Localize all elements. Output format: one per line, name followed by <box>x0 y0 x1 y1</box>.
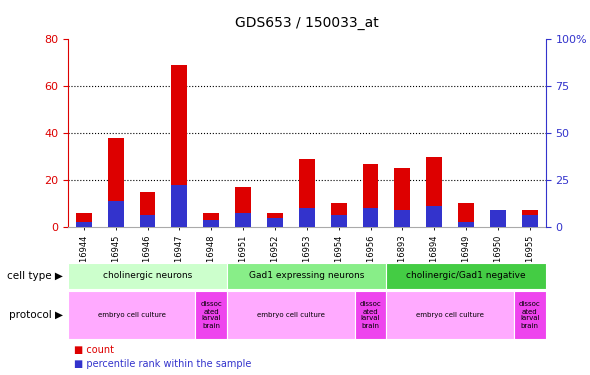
Bar <box>171 65 187 227</box>
Bar <box>458 222 474 227</box>
Bar <box>522 215 537 227</box>
Bar <box>299 208 315 227</box>
Bar <box>394 168 410 227</box>
Bar <box>139 192 156 227</box>
Bar <box>227 291 355 339</box>
Bar <box>76 222 92 227</box>
Bar <box>458 203 474 227</box>
Bar <box>426 157 442 227</box>
Text: dissoc
ated
larval
brain: dissoc ated larval brain <box>201 302 222 328</box>
Bar <box>514 291 546 339</box>
Text: ■ count: ■ count <box>74 345 114 354</box>
Bar <box>386 262 546 289</box>
Bar <box>330 215 347 227</box>
Bar <box>203 220 219 227</box>
Bar <box>490 210 506 227</box>
Bar <box>362 208 379 227</box>
Bar <box>195 291 227 339</box>
Bar <box>330 203 347 227</box>
Bar <box>267 213 283 227</box>
Text: cholinergic/Gad1 negative: cholinergic/Gad1 negative <box>407 271 526 280</box>
Bar <box>107 138 123 227</box>
Bar <box>362 164 379 227</box>
Text: cell type ▶: cell type ▶ <box>7 271 63 280</box>
Text: cholinergic neurons: cholinergic neurons <box>103 271 192 280</box>
Bar <box>355 291 386 339</box>
Bar <box>107 201 123 227</box>
Bar <box>426 206 442 227</box>
Bar <box>522 210 537 227</box>
Text: Gad1 expressing neurons: Gad1 expressing neurons <box>249 271 365 280</box>
Bar <box>386 291 514 339</box>
Bar <box>490 213 506 227</box>
Text: embryo cell culture: embryo cell culture <box>257 312 325 318</box>
Bar <box>171 185 187 227</box>
Text: dissoc
ated
larval
brain: dissoc ated larval brain <box>360 302 381 328</box>
Text: embryo cell culture: embryo cell culture <box>97 312 166 318</box>
Bar <box>394 210 410 227</box>
Bar <box>235 187 251 227</box>
Bar <box>227 262 386 289</box>
Bar <box>299 159 315 227</box>
Text: GDS653 / 150033_at: GDS653 / 150033_at <box>235 16 379 30</box>
Bar <box>68 262 227 289</box>
Bar <box>76 213 92 227</box>
Bar <box>203 213 219 227</box>
Text: protocol ▶: protocol ▶ <box>9 310 63 320</box>
Text: embryo cell culture: embryo cell culture <box>416 312 484 318</box>
Text: dissoc
ated
larval
brain: dissoc ated larval brain <box>519 302 540 328</box>
Text: ■ percentile rank within the sample: ■ percentile rank within the sample <box>74 359 251 369</box>
Bar <box>139 215 156 227</box>
Bar <box>235 213 251 227</box>
Bar <box>68 291 195 339</box>
Bar <box>267 217 283 227</box>
